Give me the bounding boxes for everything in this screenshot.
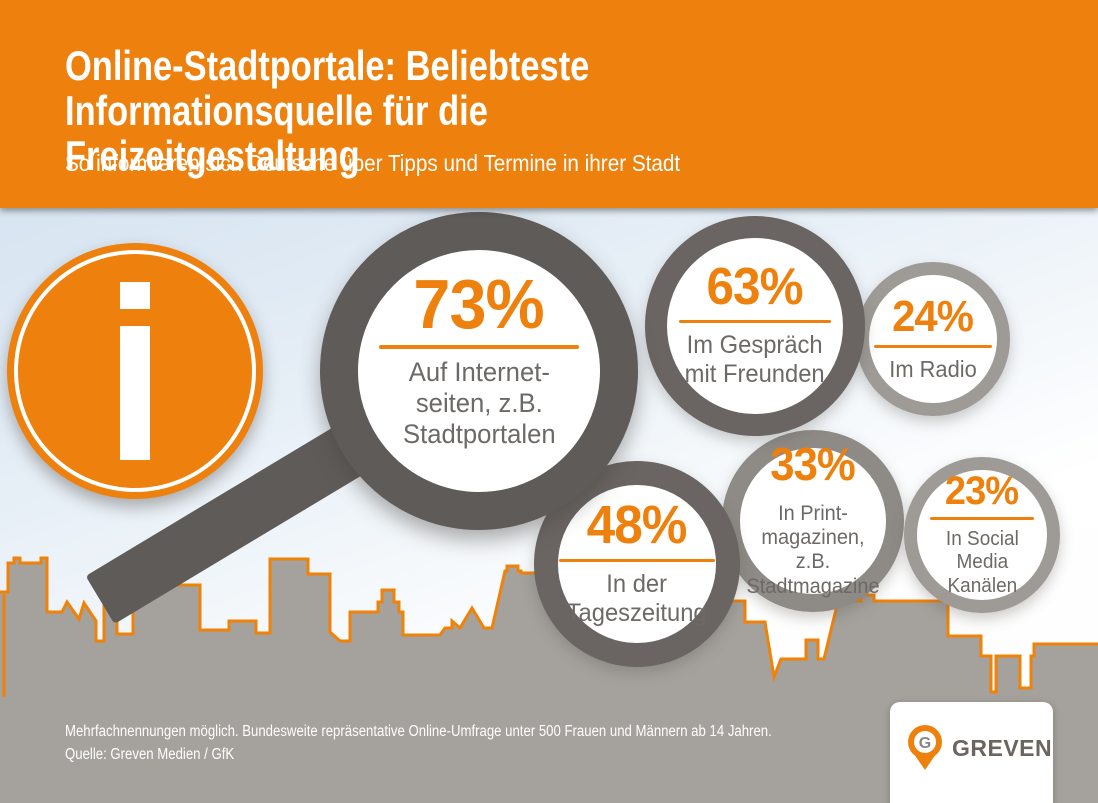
bubble-radio: 24% Im Radio: [856, 262, 1010, 416]
page-title: Online-Stadtportale: Beliebteste Informa…: [65, 42, 590, 179]
bubble-label: Auf Internet- seiten, z.B. Stadtportalen: [402, 356, 556, 450]
bubble-value: 63%: [706, 258, 804, 317]
map-pin-icon: G: [908, 725, 942, 770]
bubble-value: 73%: [413, 265, 545, 344]
brand-name: GREVEN: [952, 734, 1053, 761]
bubble-printmagazine: 33% In Print- magazinen, z.B. Stadtmagaz…: [722, 430, 904, 612]
brand-logo: G GREVEN: [906, 724, 1052, 772]
brand-card: G GREVEN: [890, 702, 1053, 803]
bubble-value: 24%: [892, 291, 975, 341]
bubble-internetseiten: 73% Auf Internet- seiten, z.B. Stadtport…: [320, 212, 638, 530]
bubble-social-media: 23% In Social Media Kanälen: [904, 457, 1060, 613]
bubble-divider: [679, 319, 831, 323]
bubble-value: 48%: [587, 495, 688, 556]
info-icon: [120, 282, 150, 309]
bubble-label: Im Radio: [889, 355, 977, 382]
bubble-divider: [874, 344, 992, 348]
bubble-divider: [559, 558, 715, 562]
bubble-label: Im Gespräch mit Freunden: [685, 330, 825, 388]
bubble-label: In Social Media Kanälen: [945, 528, 1019, 597]
page-subtitle: So informieren sich Deutsche über Tipps …: [65, 150, 681, 176]
header-band: Online-Stadtportale: Beliebteste Informa…: [0, 0, 1098, 208]
bubble-freunde: 63% Im Gespräch mit Freunden: [645, 216, 865, 436]
info-badge: [7, 243, 263, 499]
bubble-value: 33%: [770, 437, 857, 490]
bubble-divider: [930, 517, 1034, 521]
bubble-value: 23%: [945, 469, 1019, 514]
pin-letter: G: [919, 735, 931, 752]
info-icon-stem: [120, 326, 150, 460]
source-note: Mehrfachnennungen möglich. Bundesweite r…: [65, 723, 772, 764]
bubble-divider: [379, 344, 579, 349]
bubble-label: In Print- magazinen, z.B. Stadtmagazine: [746, 501, 880, 598]
bubble-label: In der Tageszeitung: [567, 569, 707, 627]
